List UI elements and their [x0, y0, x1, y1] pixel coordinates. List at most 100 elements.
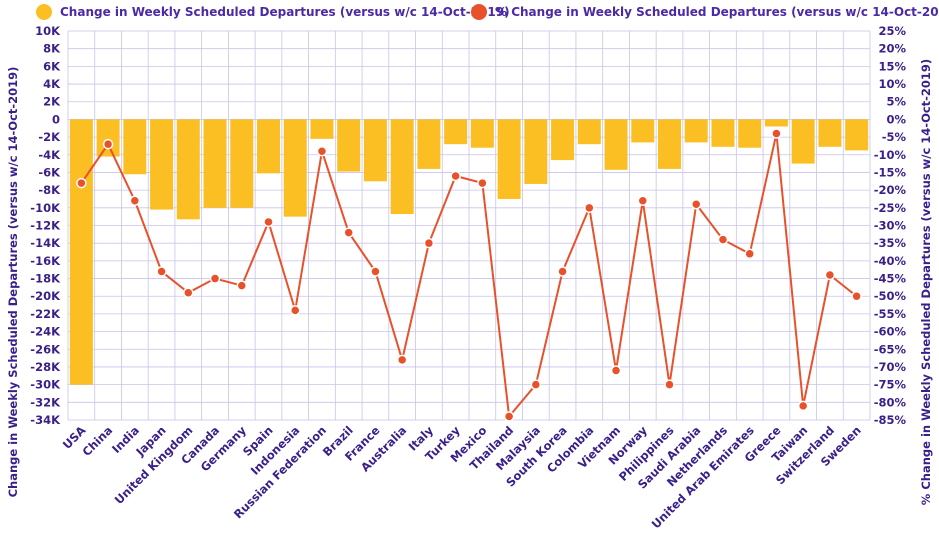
y-right-tick-label: -35%	[874, 236, 907, 250]
y-tick-label: -12K	[30, 219, 61, 233]
bar	[551, 119, 575, 161]
bar	[818, 119, 842, 147]
y-tick-label: -26K	[30, 342, 61, 356]
x-tick-label: China	[79, 423, 115, 459]
bar	[524, 119, 548, 184]
line-point	[637, 195, 649, 206]
line-point	[530, 379, 542, 390]
line-point	[824, 269, 836, 281]
y-tick-label: 2K	[43, 95, 61, 109]
y-tick-label: 4K	[43, 77, 61, 91]
right-axis: 25% 20% 15% 10% 5% 0% -5% -10% -15% -20% -25% -30% -…	[874, 24, 907, 427]
line-point	[209, 273, 221, 284]
y-right-tick-label: -85%	[874, 413, 907, 427]
y-tick-label: -16K	[30, 254, 61, 268]
line-point	[450, 170, 461, 182]
line-point	[771, 128, 782, 139]
bar	[417, 119, 441, 169]
y-right-tick-label: 15%	[878, 59, 906, 73]
line-point	[343, 227, 354, 238]
y-right-tick-label: -75%	[874, 378, 907, 392]
line-point	[129, 195, 141, 206]
bar	[845, 119, 869, 151]
y-tick-label: -30K	[30, 378, 61, 392]
y-tick-label: -2K	[38, 130, 61, 144]
line-point	[797, 400, 809, 412]
y-right-tick-label: -30%	[874, 219, 907, 233]
line-point	[477, 177, 488, 189]
line-point	[717, 234, 729, 245]
bar	[577, 119, 601, 145]
line-point	[664, 379, 675, 390]
bar	[711, 119, 735, 147]
line-point	[503, 411, 515, 422]
bar	[96, 119, 120, 157]
line-point	[557, 266, 568, 277]
line-series	[76, 128, 862, 422]
y-right-tick-label: -10%	[874, 148, 907, 162]
y-tick-label: -24K	[30, 325, 61, 339]
bar	[444, 119, 468, 145]
bar	[230, 119, 254, 208]
y-tick-label: -22K	[30, 307, 61, 321]
y-right-tick-label: 5%	[886, 95, 906, 109]
y-tick-label: -8K	[38, 183, 61, 197]
y-right-tick-label: -45%	[874, 272, 907, 286]
y-right-tick-label: -50%	[874, 289, 907, 303]
y-right-tick-label: -5%	[882, 130, 907, 144]
bar-series	[69, 119, 869, 385]
y-tick-label: -34K	[30, 413, 61, 427]
y-right-tick-label: -70%	[874, 360, 907, 374]
y-tick-label: 0	[52, 112, 60, 126]
line-point	[370, 266, 381, 277]
y-tick-label: -28K	[30, 360, 61, 374]
y-tick-label: -20K	[30, 289, 61, 303]
bar	[497, 119, 521, 199]
y-tick-label: 8K	[43, 42, 61, 56]
y-right-tick-label: 20%	[878, 42, 906, 56]
y-right-tick-label: -15%	[874, 165, 907, 179]
y-right-tick-label: 25%	[878, 24, 906, 38]
bar	[337, 119, 361, 172]
bar	[631, 119, 655, 143]
line-point	[76, 177, 87, 189]
bar	[363, 119, 387, 182]
line-point	[396, 354, 408, 366]
y-tick-label: 6K	[43, 59, 61, 73]
line-point	[690, 199, 702, 210]
bar	[684, 119, 708, 143]
legend: Change in Weekly Scheduled Departures (v…	[36, 4, 939, 20]
bar	[658, 119, 681, 169]
bar	[257, 119, 280, 174]
line-point	[289, 305, 301, 316]
y-right-tick-label: -55%	[874, 307, 907, 321]
line-point	[851, 290, 862, 302]
y-right-tick-label: -20%	[874, 183, 907, 197]
line-point	[610, 365, 622, 376]
line-point	[263, 216, 274, 228]
y-tick-label: -32K	[30, 395, 61, 409]
bar	[738, 119, 762, 148]
y-right-tick-label: -80%	[874, 395, 907, 409]
right-axis-title: % Change in Weekly Scheduled Departures …	[919, 59, 933, 505]
gridlines	[67, 30, 871, 421]
legend-label-line: % Change in Weekly Scheduled Departures …	[495, 5, 939, 19]
y-right-tick-label: 10%	[878, 77, 906, 91]
legend-label-bars: Change in Weekly Scheduled Departures (v…	[60, 5, 510, 19]
line-point	[236, 280, 248, 291]
line-point	[316, 145, 328, 157]
y-tick-label: -18K	[30, 272, 61, 286]
bar	[390, 119, 414, 215]
left-axis: 10K 8K 6K 4K 2K 0 -2K -4K -6K -8K -10K -12K -14K -16K…	[30, 24, 61, 427]
y-tick-label: -4K	[38, 148, 61, 162]
line-point	[423, 237, 435, 249]
y-right-tick-label: -40%	[874, 254, 907, 268]
y-right-tick-label: -60%	[874, 325, 907, 339]
y-right-tick-label: -65%	[874, 342, 907, 356]
left-axis-title: Change in Weekly Scheduled Departures (v…	[6, 67, 20, 498]
bar	[69, 119, 93, 385]
line-point	[183, 287, 194, 298]
bar	[123, 119, 147, 175]
